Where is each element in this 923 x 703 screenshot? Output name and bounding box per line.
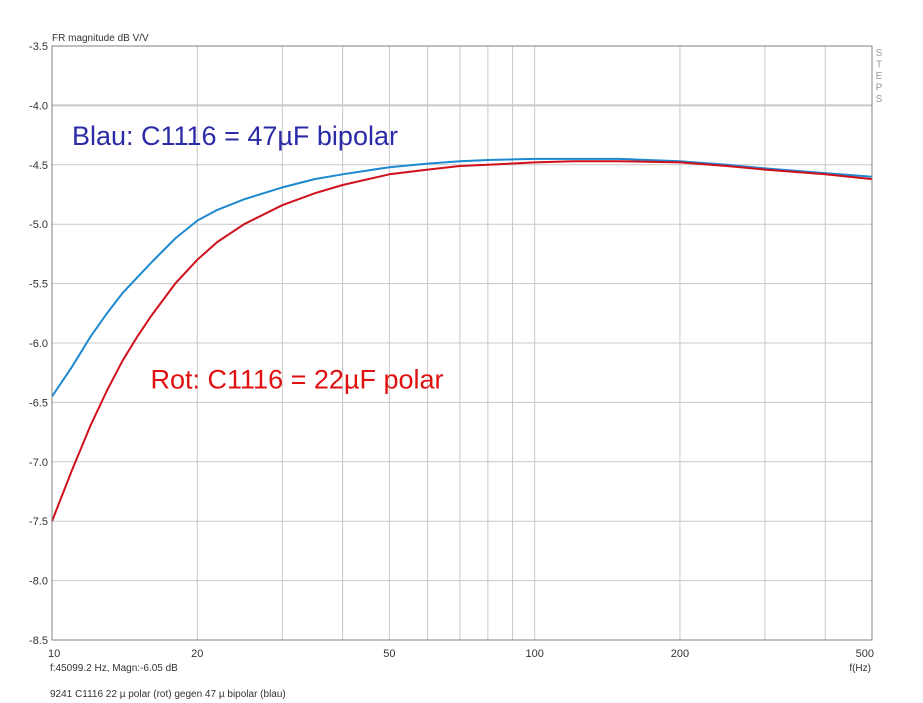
annotations: Blau: C1116 = 47µF bipolar Rot: C1116 = 2… <box>72 121 444 395</box>
x-tick-label: 50 <box>383 648 395 660</box>
series-line-2 <box>51 160 873 522</box>
y-tick-label: -4.5 <box>29 160 48 172</box>
y-tick-label: -5.5 <box>29 279 48 291</box>
y-tick-label: -8.5 <box>29 635 48 647</box>
x-tick-label: 100 <box>525 648 543 660</box>
y-tick-label: -8.0 <box>29 576 48 588</box>
steps-letter: E <box>876 71 883 82</box>
steps-letter: S <box>876 94 883 105</box>
x-tick-labels: 10 20 50 100 200 500 <box>48 648 874 660</box>
steps-letter: S <box>876 48 883 59</box>
y-axis-label: FR magnitude dB V/V <box>52 33 149 44</box>
y-tick-label: -3.5 <box>29 41 48 53</box>
annotation-2: Rot: C1116 = 22µF polar <box>151 365 444 395</box>
y-tick-labels: -3.5 -4.0 -4.5 -5.0 -5.5 -6.0 -6.5 -7.0 -7.5 -8.0… <box>29 41 48 647</box>
y-tick-label: -5.0 <box>29 219 48 231</box>
y-tick-label: -6.0 <box>29 338 48 350</box>
steps-letter: T <box>876 60 882 71</box>
steps-letter: P <box>876 83 883 94</box>
annotation-1: Blau: C1116 = 47µF bipolar <box>72 121 398 151</box>
x-tick-label: 200 <box>671 648 689 660</box>
cursor-readout: f:45099.2 Hz, Magn:-6.05 dB <box>50 663 178 674</box>
x-tick-label: 10 <box>48 648 60 660</box>
footer-caption: 9241 C1116 22 µ polar (rot) gegen 47 µ b… <box>50 689 286 700</box>
grid <box>52 46 872 640</box>
series-group <box>51 157 873 522</box>
x-tick-label: 500 <box>856 648 874 660</box>
y-tick-label: -4.0 <box>29 100 48 112</box>
series-line-1 <box>51 157 873 398</box>
plot-frame <box>51 45 873 641</box>
x-tick-label: 20 <box>191 648 203 660</box>
y-tick-label: -7.5 <box>29 516 48 528</box>
y-tick-label: -6.5 <box>29 397 48 409</box>
x-axis-label: f(Hz) <box>849 663 871 674</box>
y-tick-label: -7.0 <box>29 457 48 469</box>
